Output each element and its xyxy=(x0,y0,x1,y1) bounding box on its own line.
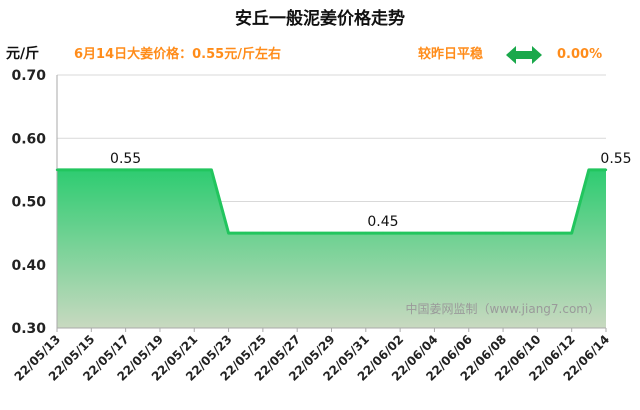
data-point xyxy=(587,168,591,172)
price-info-text: 6月14日大姜价格：0.55元/斤左右 xyxy=(74,46,281,62)
data-point xyxy=(278,231,282,235)
data-point xyxy=(433,231,436,235)
y-tick-label: 0.40 xyxy=(11,258,46,274)
data-point xyxy=(364,231,368,235)
y-axis-ticks: 0.30 0.40 0.50 0.60 0.70 xyxy=(11,68,46,337)
y-tick-label: 0.70 xyxy=(11,68,46,84)
axes xyxy=(56,75,607,332)
data-point xyxy=(90,168,93,172)
data-point xyxy=(124,168,127,172)
data-point xyxy=(501,231,505,235)
data-point xyxy=(175,168,179,172)
data-point xyxy=(158,168,162,172)
data-point xyxy=(604,168,608,172)
data-points xyxy=(55,168,608,235)
data-point xyxy=(398,231,402,235)
y-tick-label: 0.30 xyxy=(11,321,46,337)
trend-text: 较昨日平稳 xyxy=(418,46,483,62)
data-point xyxy=(536,231,539,235)
data-point xyxy=(313,231,316,235)
y-tick-label: 0.60 xyxy=(11,131,46,147)
data-label: 0.55 xyxy=(600,151,631,167)
data-point xyxy=(227,231,230,235)
data-point xyxy=(261,231,265,235)
data-point xyxy=(141,168,144,172)
data-point xyxy=(244,231,247,235)
y-tick-label: 0.50 xyxy=(11,195,46,211)
data-point xyxy=(330,231,333,235)
data-point xyxy=(570,231,573,235)
data-point xyxy=(381,231,385,235)
data-point xyxy=(484,231,488,235)
data-label: 0.55 xyxy=(110,151,141,167)
data-point xyxy=(72,168,76,172)
data-point xyxy=(55,168,59,172)
data-point xyxy=(295,231,299,235)
data-point xyxy=(210,168,213,172)
x-axis-ticks: 22/05/1322/05/1522/05/1722/05/1922/05/21… xyxy=(12,332,613,384)
data-point xyxy=(467,231,470,235)
data-point xyxy=(193,168,196,172)
y-unit-label: 元/斤 xyxy=(6,45,39,62)
price-area xyxy=(57,169,606,328)
double-arrow-icon xyxy=(506,46,542,64)
change-percent: 0.00% xyxy=(557,47,602,62)
watermark: 中国姜网监制（www.jiang7.com） xyxy=(406,301,600,316)
data-label: 0.45 xyxy=(367,214,398,230)
data-point xyxy=(519,231,522,235)
data-point xyxy=(107,168,110,172)
data-point xyxy=(416,231,419,235)
data-point xyxy=(450,231,453,235)
data-labels: 0.55 0.45 0.55 xyxy=(110,151,632,230)
data-point xyxy=(553,231,556,235)
chart-title: 安丘一般泥姜价格走势 xyxy=(235,8,405,29)
data-point xyxy=(347,231,350,235)
